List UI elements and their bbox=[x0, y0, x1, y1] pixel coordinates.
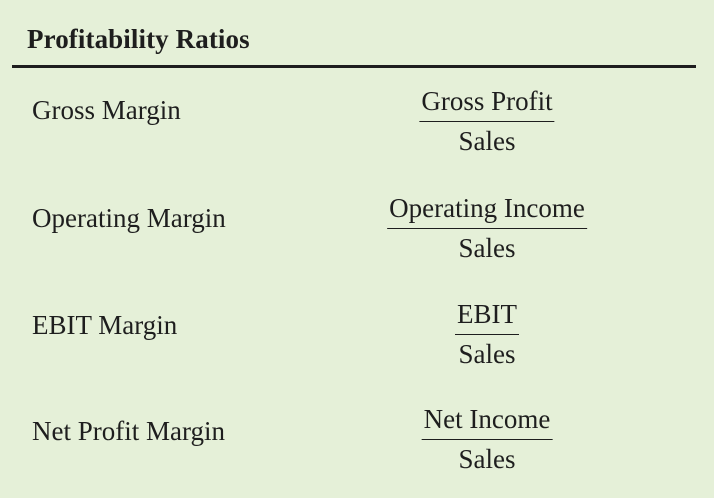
ratio-numerator: EBIT bbox=[455, 299, 519, 335]
ratio-denominator: Sales bbox=[458, 339, 516, 369]
ratio-denominator: Sales bbox=[458, 126, 516, 156]
ratio-formula: Gross Profit Sales bbox=[419, 86, 555, 156]
ratio-name: Net Profit Margin bbox=[32, 416, 225, 446]
ratio-denominator: Sales bbox=[458, 444, 516, 474]
header-rule bbox=[12, 65, 696, 68]
ratio-name: Operating Margin bbox=[32, 203, 226, 233]
ratio-numerator: Net Income bbox=[421, 404, 553, 440]
ratio-formula: Operating Income Sales bbox=[387, 193, 587, 263]
ratio-name: Gross Margin bbox=[32, 95, 181, 125]
ratio-formula: Net Income Sales bbox=[421, 404, 553, 474]
ratio-formula: EBIT Sales bbox=[455, 299, 519, 369]
ratio-denominator: Sales bbox=[458, 233, 516, 263]
ratio-numerator: Gross Profit bbox=[419, 86, 555, 122]
table-title: Profitability Ratios bbox=[27, 24, 250, 54]
ratio-numerator: Operating Income bbox=[387, 193, 587, 229]
ratio-name: EBIT Margin bbox=[32, 310, 178, 340]
